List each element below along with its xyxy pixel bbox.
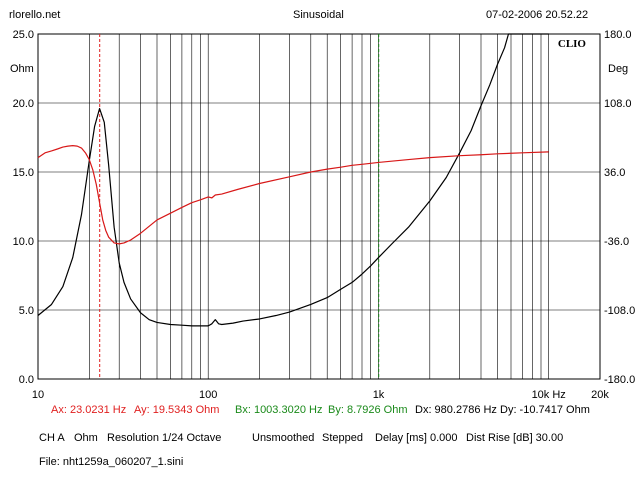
readout-ay: Ay: 19.5343 Ohm (134, 404, 220, 416)
tick-labels: 10 100 1k 10k Hz 20k 0.0 5.0 10.0 15.0 20.0 25.0 -1… (13, 29, 636, 401)
y-left-tick-label: 20.0 (13, 98, 34, 110)
readout-dx: Dx: 980.2786 Hz (415, 404, 497, 416)
x-tick-label: 10k Hz (532, 389, 566, 401)
cursor-lines (99, 34, 380, 379)
x-tick-label: 1k (373, 389, 385, 401)
readout-dy: Dy: -10.7417 Ohm (500, 404, 590, 416)
setting-dist-rise: Dist Rise [dB] 30.00 (466, 432, 564, 444)
impedance-curve (37, 33, 549, 327)
measurement-mode: Sinusoidal (293, 9, 344, 21)
plot-frame (37, 33, 601, 380)
y-left-tick-label: 15.0 (13, 167, 34, 179)
setting-smoothing: Unsmoothed (252, 432, 315, 444)
x-tick-label: 20k (591, 389, 609, 401)
y-left-tick-label: 25.0 (13, 29, 34, 41)
timestamp: 07-02-2006 20.52.22 (486, 9, 589, 21)
y-left-tick-label: 10.0 (13, 236, 34, 248)
setting-delay: Delay [ms] 0.000 (375, 432, 458, 444)
y-right-tick-label: -108.0 (604, 305, 635, 317)
x-tick-label: 100 (199, 389, 217, 401)
file-name: File: nht1259a_060207_1.sini (39, 456, 184, 468)
x-grid (89, 34, 550, 379)
readout-by: By: 8.7926 Ohm (328, 404, 408, 416)
setting-channel: CH A (39, 432, 65, 444)
y-right-tick-label: -180.0 (604, 374, 635, 386)
left-axis-unit: Ohm (10, 63, 34, 75)
x-tick-label: 10 (32, 389, 44, 401)
y-right-tick-label: 108.0 (604, 98, 632, 110)
readout-ax: Ax: 23.0231 Hz (51, 404, 127, 416)
y-right-tick-label: -36.0 (604, 236, 629, 248)
y-grid (38, 102, 600, 311)
y-left-tick-label: 5.0 (19, 305, 34, 317)
y-left-tick-label: 0.0 (19, 374, 34, 386)
series-group (37, 33, 549, 327)
readout-bx: Bx: 1003.3020 Hz (235, 404, 323, 416)
y-right-tick-label: 180.0 (604, 29, 632, 41)
site-label: rlorello.net (9, 9, 61, 21)
phase-curve (37, 145, 549, 245)
clio-logo: CLIO (558, 38, 587, 50)
setting-unit: Ohm (74, 432, 98, 444)
right-axis-unit: Deg (608, 63, 629, 75)
y-right-tick-label: 36.0 (604, 167, 625, 179)
setting-stepping: Stepped (322, 432, 363, 444)
setting-resolution: Resolution 1/24 Octave (107, 432, 222, 444)
